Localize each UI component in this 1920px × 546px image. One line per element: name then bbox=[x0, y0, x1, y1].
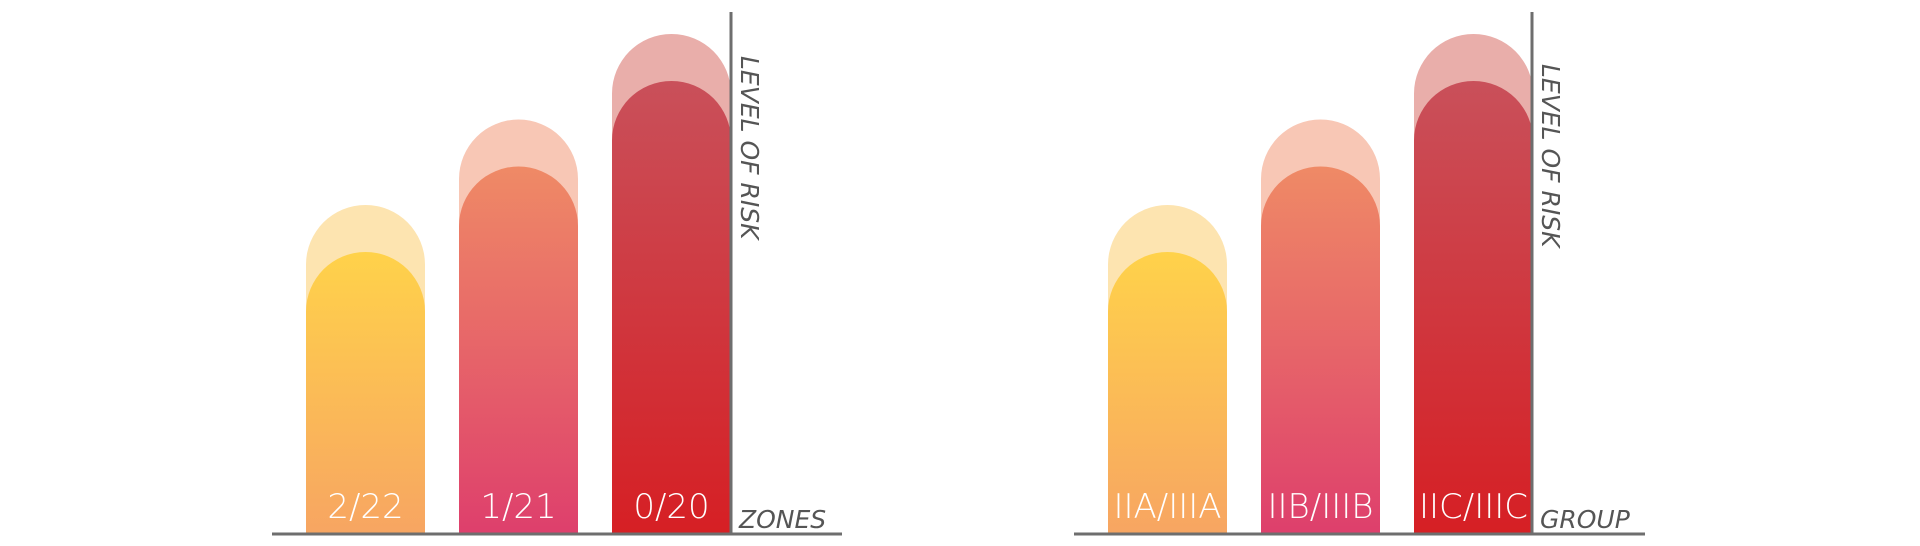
bar bbox=[459, 166, 578, 535]
bar bbox=[612, 81, 731, 534]
x-axis-label: GROUP bbox=[1540, 505, 1631, 534]
y-axis-label: LEVEL OF RISK bbox=[735, 56, 764, 242]
category-label: 0/20 bbox=[633, 487, 709, 527]
chart-panel-group: IIA/IIIA IIB/IIIB IIC/IIIC GROUP LEVEL OF RI… bbox=[1074, 12, 1645, 536]
x-axis-label: ZONES bbox=[738, 505, 826, 534]
bar bbox=[1414, 81, 1533, 534]
category-label: 2/22 bbox=[327, 487, 403, 527]
category-label: 1/21 bbox=[480, 487, 556, 527]
bar bbox=[306, 252, 425, 535]
category-label: IIA/IIIA bbox=[1113, 487, 1221, 527]
category-label: IIC/IIIC bbox=[1419, 487, 1528, 527]
category-label: IIB/IIIB bbox=[1267, 487, 1373, 527]
bar bbox=[1261, 166, 1380, 535]
y-axis-label: LEVEL OF RISK bbox=[1536, 64, 1565, 250]
chart-panel-zones: 2/22 1/21 0/20 ZONES LEVEL OF RISK bbox=[272, 12, 842, 536]
bar bbox=[1108, 252, 1227, 535]
